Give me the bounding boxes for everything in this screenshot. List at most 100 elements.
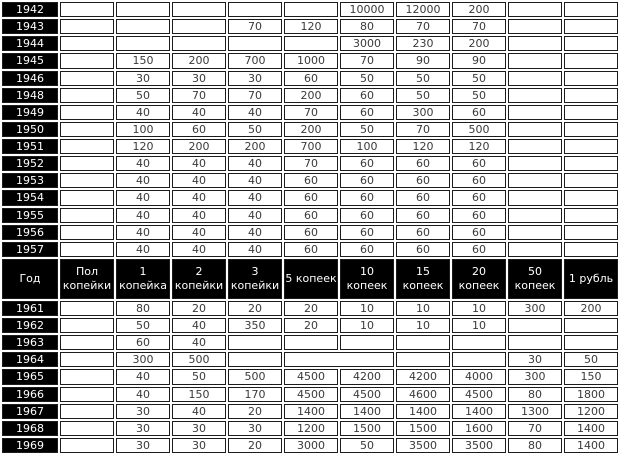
value-cell: 60 [340, 87, 394, 103]
value-cell [452, 335, 506, 351]
value-cell [508, 173, 562, 189]
value-cell: 40 [228, 190, 282, 206]
value-cell: 200 [172, 139, 226, 155]
value-cell [284, 36, 338, 52]
table-row-1954: 1954 40 40 40 60 60 60 60 [2, 190, 618, 206]
value-cell [564, 224, 618, 240]
value-cell: 1800 [564, 386, 618, 402]
table-row-1943: 1943 70 120 80 70 70 [2, 19, 618, 35]
column-header-10 копеек: 10 копеек [340, 258, 394, 299]
column-header-50 копеек: 50 копеек [508, 258, 562, 299]
value-cell [172, 19, 226, 35]
value-cell [508, 104, 562, 120]
value-cell: 4500 [452, 386, 506, 402]
year-cell: 1950 [2, 121, 58, 137]
value-cell: 10 [396, 300, 450, 316]
value-cell: 4500 [284, 369, 338, 385]
value-cell: 60 [452, 224, 506, 240]
value-cell: 60 [116, 335, 170, 351]
value-cell: 3000 [340, 36, 394, 52]
value-cell: 50 [340, 121, 394, 137]
value-cell: 120 [452, 139, 506, 155]
value-cell: 1400 [396, 403, 450, 419]
table-row-1957: 1957 40 40 40 60 60 60 60 [2, 241, 618, 257]
value-cell: 350 [228, 318, 282, 334]
value-cell: 70 [228, 19, 282, 35]
value-cell [60, 139, 114, 155]
value-cell: 30 [172, 420, 226, 436]
column-header-2 копейки: 2 копейки [172, 258, 226, 299]
value-cell: 150 [116, 53, 170, 69]
column-header-5 копеек: 5 копеек [284, 258, 338, 299]
value-cell: 700 [284, 139, 338, 155]
value-cell [60, 335, 114, 351]
value-cell: 60 [340, 207, 394, 223]
value-cell: 500 [172, 352, 226, 368]
year-cell: 1945 [2, 53, 58, 69]
value-cell: 60 [340, 173, 394, 189]
table-row-1966: 1966 40 150 170 4500 4500 4600 4500 80 1800 [2, 386, 618, 402]
table-row-1951: 1951 120 200 200 700 100 120 120 [2, 139, 618, 155]
value-cell [60, 156, 114, 172]
value-cell [508, 139, 562, 155]
value-cell: 4200 [396, 369, 450, 385]
value-cell: 60 [340, 104, 394, 120]
value-cell [508, 190, 562, 206]
value-cell [60, 420, 114, 436]
table-row-1946: 1946 30 30 30 60 50 50 50 [2, 70, 618, 86]
value-cell [508, 19, 562, 35]
value-cell: 4600 [396, 386, 450, 402]
value-cell: 120 [116, 139, 170, 155]
value-cell [452, 352, 506, 368]
value-cell [60, 318, 114, 334]
value-cell: 120 [396, 139, 450, 155]
value-cell: 300 [508, 300, 562, 316]
value-cell: 70 [452, 19, 506, 35]
value-cell [228, 36, 282, 52]
value-cell: 50 [340, 70, 394, 86]
value-cell: 170 [228, 386, 282, 402]
year-cell: 1951 [2, 139, 58, 155]
value-cell [564, 139, 618, 155]
value-cell [228, 335, 282, 351]
year-cell: 1963 [2, 335, 58, 351]
year-cell: 1952 [2, 156, 58, 172]
value-cell: 150 [172, 386, 226, 402]
value-cell [508, 36, 562, 52]
value-cell: 70 [508, 420, 562, 436]
value-cell: 10 [340, 300, 394, 316]
value-cell: 40 [172, 104, 226, 120]
value-cell: 60 [284, 70, 338, 86]
value-cell: 40 [172, 156, 226, 172]
value-cell [60, 386, 114, 402]
value-cell: 60 [396, 224, 450, 240]
value-cell [508, 53, 562, 69]
value-cell [564, 87, 618, 103]
value-cell: 1400 [284, 403, 338, 419]
value-cell: 40 [172, 207, 226, 223]
table-row-1961: 1961 80 20 20 20 10 10 10 300 200 [2, 300, 618, 316]
value-cell: 50 [172, 369, 226, 385]
column-header-3 копейки: 3 копейки [228, 258, 282, 299]
value-cell [284, 2, 338, 18]
value-cell: 80 [508, 437, 562, 453]
value-cell [564, 173, 618, 189]
value-cell: 30 [116, 420, 170, 436]
value-cell [60, 241, 114, 257]
value-cell [564, 318, 618, 334]
value-cell: 70 [284, 104, 338, 120]
table-row-1945: 1945 150 200 700 1000 70 90 90 [2, 53, 618, 69]
value-cell: 300 [508, 369, 562, 385]
value-cell [60, 87, 114, 103]
year-cell: 1965 [2, 369, 58, 385]
value-cell: 80 [340, 19, 394, 35]
value-cell [508, 2, 562, 18]
value-cell: 60 [284, 207, 338, 223]
value-cell [508, 207, 562, 223]
value-cell: 200 [452, 2, 506, 18]
value-cell [116, 36, 170, 52]
column-header-1 копейка: 1 копейка [116, 258, 170, 299]
year-cell: 1961 [2, 300, 58, 316]
value-cell: 50 [452, 70, 506, 86]
value-cell: 50 [116, 87, 170, 103]
